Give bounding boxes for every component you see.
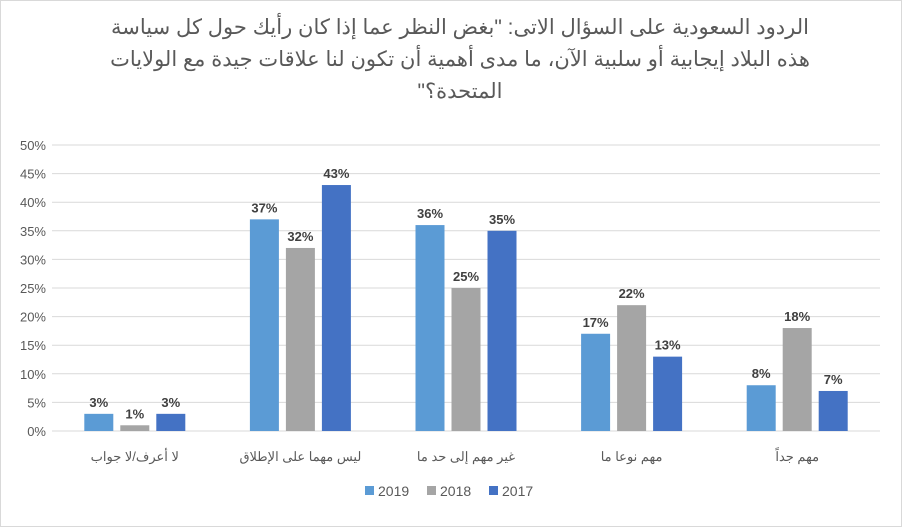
data-label: 36% (417, 206, 443, 221)
y-tick-label: 50% (20, 138, 46, 153)
bar-2017 (653, 356, 683, 431)
y-tick-label: 35% (20, 224, 46, 239)
data-label: 17% (583, 315, 609, 330)
y-tick-label: 45% (20, 167, 46, 182)
legend-swatch-2019 (365, 486, 374, 495)
data-label: 32% (287, 229, 313, 244)
y-tick-label: 15% (20, 338, 46, 353)
chart-title: الردود السعودية على السؤال الاتى: "بغض ا… (110, 16, 810, 103)
bar-2017 (818, 390, 848, 431)
bar-2018 (285, 247, 315, 431)
bar-2017 (321, 185, 351, 431)
x-category-label: غير مهم إلى حد ما (417, 449, 515, 465)
bar-2018 (120, 425, 150, 431)
y-tick-label: 0% (27, 424, 46, 439)
y-tick-label: 20% (20, 310, 46, 325)
data-label: 35% (489, 212, 515, 227)
data-label: 22% (619, 286, 645, 301)
bar-2018 (617, 305, 647, 431)
bar-2019 (249, 219, 279, 431)
data-label: 25% (453, 269, 479, 284)
data-label: 43% (323, 166, 349, 181)
legend-label: 2017 (502, 483, 533, 499)
legend-label: 2019 (378, 483, 409, 499)
data-label: 18% (784, 309, 810, 324)
data-label: 13% (655, 338, 681, 353)
y-tick-label: 10% (20, 367, 46, 382)
y-tick-label: 25% (20, 281, 46, 296)
bar-2019 (746, 385, 776, 431)
x-category-label: لا أعرف/لا جواب (91, 448, 179, 465)
data-label: 37% (251, 200, 277, 215)
legend-swatch-2017 (489, 486, 498, 495)
data-label: 3% (89, 395, 108, 410)
data-label: 8% (752, 366, 771, 381)
bar-2019 (581, 333, 611, 431)
y-tick-label: 30% (20, 252, 46, 267)
bar-2018 (782, 328, 812, 431)
x-category-label: ليس مهما على الإطلاق (239, 449, 361, 465)
data-label: 1% (125, 406, 144, 421)
data-label: 7% (824, 372, 843, 387)
legend-swatch-2018 (427, 486, 436, 495)
bar-2019 (84, 413, 114, 431)
x-category-label: مهم نوعا ما (601, 449, 663, 465)
y-tick-label: 5% (27, 395, 46, 410)
bar-2017 (156, 413, 186, 431)
bar-2017 (487, 230, 517, 431)
bar-2018 (451, 288, 481, 431)
legend-label: 2018 (440, 483, 471, 499)
bar-2019 (415, 225, 445, 431)
x-category-label: مهم جداً (775, 447, 819, 465)
y-tick-label: 40% (20, 195, 46, 210)
data-label: 3% (161, 395, 180, 410)
